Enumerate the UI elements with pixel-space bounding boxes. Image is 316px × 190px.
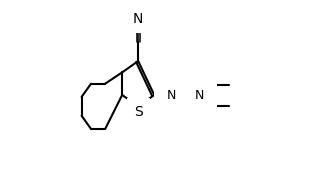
Text: N: N [167,89,176,101]
Text: N: N [133,12,143,26]
Text: N: N [195,89,204,101]
Text: S: S [134,105,143,119]
